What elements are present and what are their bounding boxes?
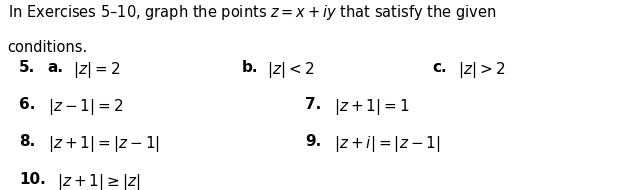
Text: $|z + 1| = |z - 1|$: $|z + 1| = |z - 1|$ — [48, 134, 160, 154]
Text: In Exercises 5–10, graph the points $z = x + iy$ that satisfy the given: In Exercises 5–10, graph the points $z =… — [8, 3, 496, 22]
Text: 5.: 5. — [19, 60, 36, 75]
Text: 7.: 7. — [305, 97, 322, 112]
Text: 8.: 8. — [19, 134, 36, 149]
Text: c.: c. — [432, 60, 447, 75]
Text: 10.: 10. — [19, 172, 46, 187]
Text: $|z + 1| = 1$: $|z + 1| = 1$ — [334, 97, 410, 117]
Text: $|z - 1| = 2$: $|z - 1| = 2$ — [48, 97, 123, 117]
Text: $|z + i| = |z - 1|$: $|z + i| = |z - 1|$ — [334, 134, 441, 154]
Text: 9.: 9. — [305, 134, 322, 149]
Text: a.: a. — [48, 60, 64, 75]
Text: conditions.: conditions. — [8, 40, 88, 55]
Text: $|z| = 2$: $|z| = 2$ — [73, 60, 120, 80]
Text: $|z| > 2$: $|z| > 2$ — [458, 60, 505, 80]
Text: $|z| < 2$: $|z| < 2$ — [267, 60, 314, 80]
Text: $|z + 1| \geq |z|$: $|z + 1| \geq |z|$ — [57, 172, 141, 190]
Text: b.: b. — [242, 60, 258, 75]
Text: 6.: 6. — [19, 97, 36, 112]
